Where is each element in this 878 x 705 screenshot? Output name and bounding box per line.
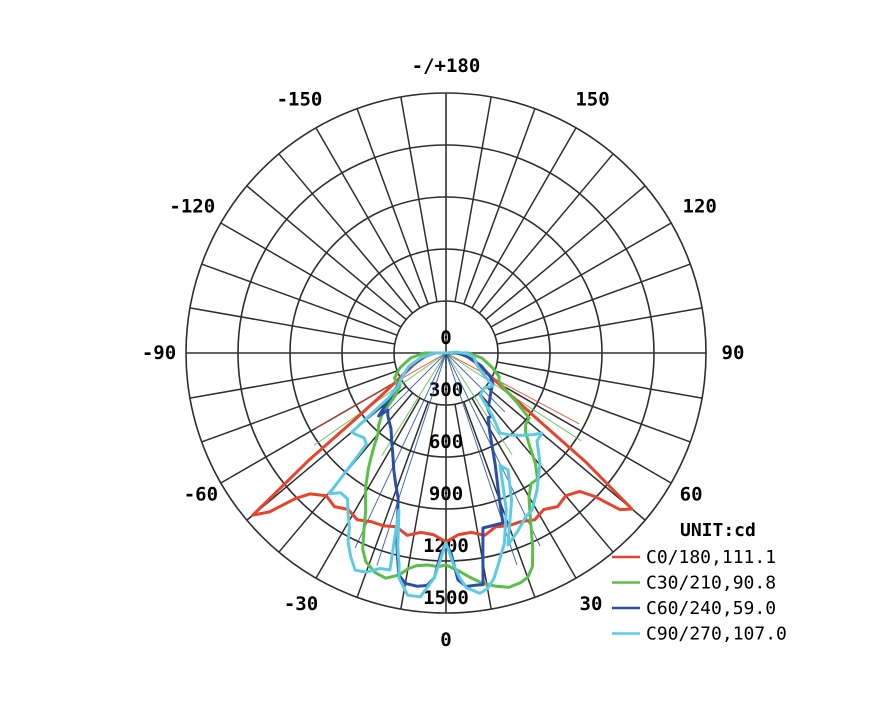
grid-radial-line: [478, 153, 614, 314]
grid-radial-line: [485, 185, 646, 321]
grid-radial-line: [454, 96, 492, 302]
grid-radial-line: [220, 222, 402, 328]
angle-label-90: 90: [722, 342, 745, 364]
legend-entry-label: C0/180,111.1: [646, 547, 776, 568]
grid-radial-line: [494, 263, 691, 336]
grid-radial-line: [463, 108, 536, 305]
grid-radial-line: [278, 153, 414, 314]
radial-tick-label: 300: [429, 379, 463, 401]
legend-entry-label: C90/270,107.0: [646, 624, 787, 645]
angle-label-180: -/+180: [412, 55, 481, 77]
grid-radial-line: [246, 385, 407, 521]
curve-C90-270: [327, 350, 544, 599]
curve-ray: [354, 352, 447, 549]
grid-radial-line: [494, 370, 691, 443]
grid-radial-line: [485, 385, 646, 521]
angle-label-60: 60: [680, 484, 703, 506]
curve-ray: [315, 352, 447, 429]
grid-radial-line: [471, 127, 577, 309]
angle-label-60: -60: [184, 484, 218, 506]
radial-tick-label: 0: [440, 327, 451, 349]
grid-radial-line: [400, 404, 438, 610]
angle-label-0: 0: [440, 629, 451, 651]
angle-label-30: -30: [284, 593, 318, 615]
angle-label-120: 120: [683, 196, 717, 218]
grid-radial-line: [400, 96, 438, 302]
grid-radial-line: [478, 392, 614, 553]
grid-radial-line: [189, 361, 395, 399]
grid-radial-line: [315, 397, 421, 579]
grid-radial-line: [454, 404, 492, 610]
grid-radial-line: [497, 361, 703, 399]
curve-ray: [386, 352, 447, 413]
curve-ray: [445, 352, 506, 413]
grid-radial-line: [356, 401, 429, 598]
grid-radial-line: [490, 222, 672, 328]
grid-radial-line: [497, 307, 703, 345]
legend-title: UNIT:cd: [680, 520, 756, 541]
grid-radial-line: [315, 127, 421, 309]
legend-entry-label: C30/210,90.8: [646, 573, 776, 594]
curve-ray: [313, 352, 447, 446]
angle-label-150: 150: [575, 88, 609, 110]
curve-ray: [445, 352, 580, 425]
curve-C30-210: [361, 351, 539, 589]
curve-ray: [445, 352, 513, 456]
angle-label-150: -150: [277, 88, 323, 110]
radial-tick-label: 600: [429, 431, 463, 453]
grid-radial-line: [189, 307, 395, 345]
legend-entry-label: C60/240,59.0: [646, 598, 776, 619]
angle-label-30: 30: [580, 593, 603, 615]
curve-ray: [376, 352, 447, 566]
angle-label-120: -120: [169, 196, 215, 218]
grid-radial-line: [201, 263, 398, 336]
grid-radial-line: [490, 378, 672, 484]
grid-radial-line: [356, 108, 429, 305]
grid-radial-line: [246, 185, 407, 321]
grid-radial-line: [201, 370, 398, 443]
angle-label-90: -90: [142, 342, 176, 364]
radial-tick-label: 900: [429, 483, 463, 505]
radial-tick-label: 1500: [423, 587, 469, 609]
